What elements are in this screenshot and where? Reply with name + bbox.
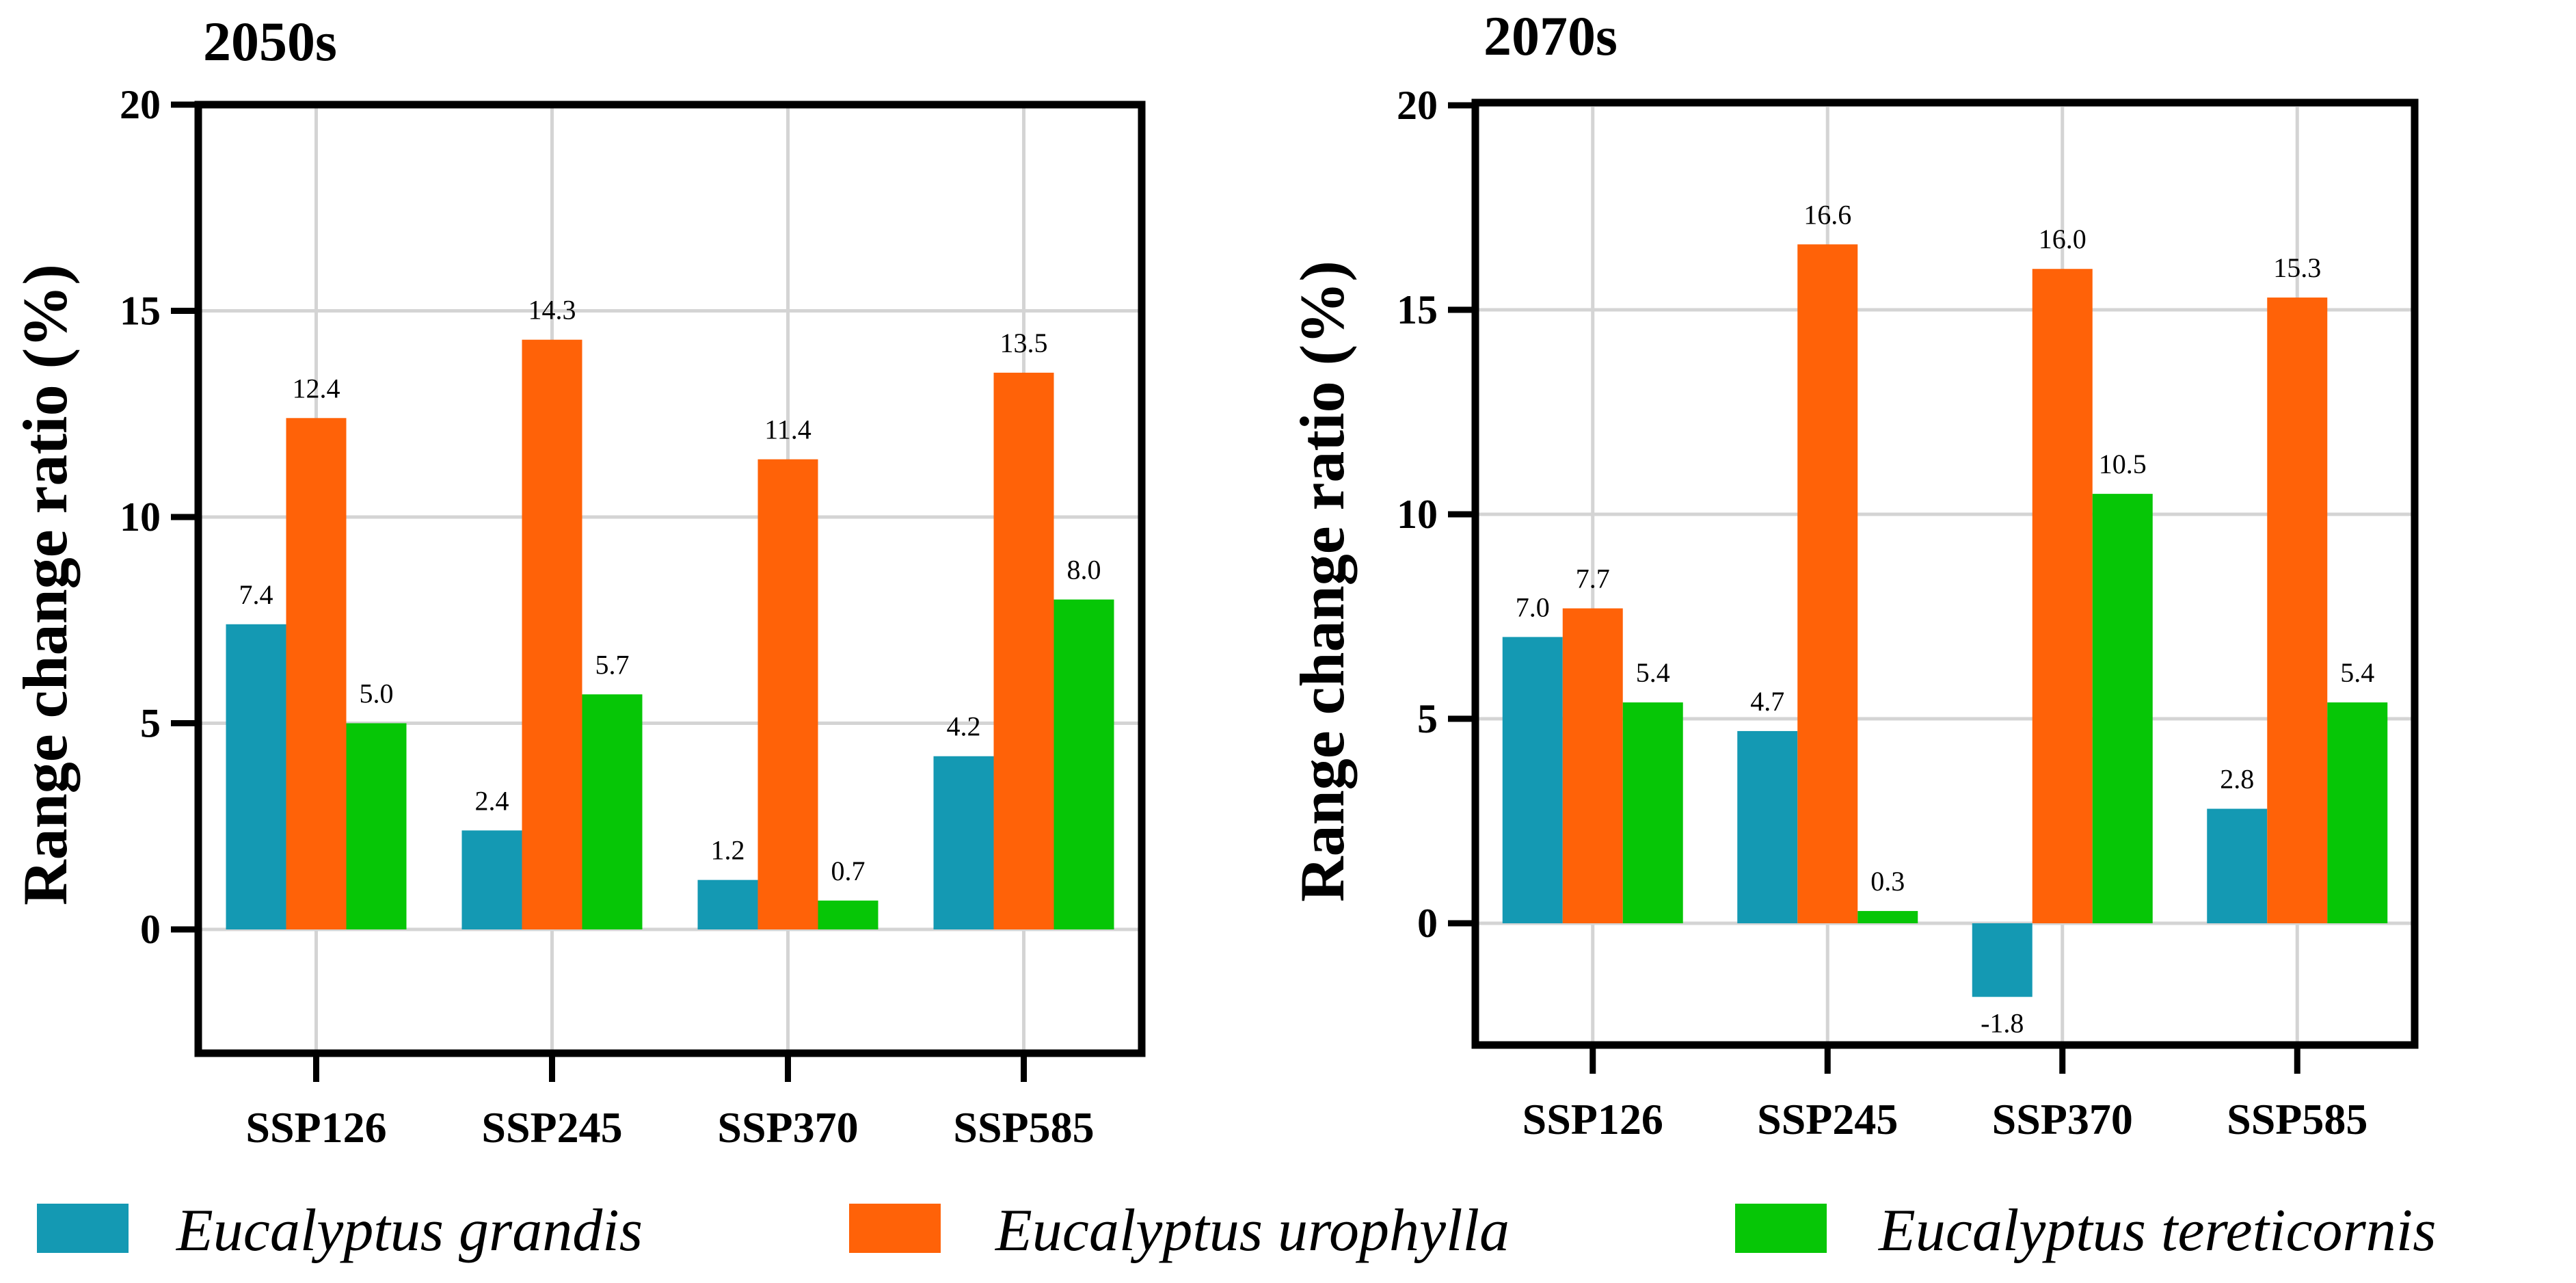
data-label: 4.7: [1750, 686, 1784, 717]
legend: Eucalyptus grandis Eucalyptus urophylla …: [37, 1198, 2436, 1264]
y-tick-label: 10: [1397, 492, 1438, 537]
x-tick-labels: SSP126 SSP245 SSP370 SSP585: [245, 1103, 1094, 1152]
bar: [582, 694, 643, 929]
data-label: 14.3: [528, 295, 576, 326]
bar: [1562, 608, 1623, 923]
legend-label: Eucalyptus urophylla: [994, 1198, 1510, 1264]
data-label: 2.4: [475, 785, 509, 816]
bar: [1502, 637, 1563, 923]
data-label: 2.8: [2220, 764, 2254, 795]
bar: [1857, 911, 1918, 923]
bar: [1972, 923, 2032, 997]
plot-frame: [1471, 98, 2419, 1049]
data-labels: 7.4 12.4 5.0 2.4 14.3 5.7 1.2 11.4 0.7 4.2 13.5 8.0: [239, 295, 1101, 886]
x-tick-label: SSP126: [245, 1103, 386, 1152]
data-label: 5.7: [595, 649, 630, 680]
legend-swatch-tereticornis: [1735, 1204, 1827, 1253]
bar: [2092, 494, 2153, 923]
axis-ticks: [171, 101, 1027, 1082]
y-axis-label: Range change ratio (%): [10, 264, 80, 905]
y-tick-label: 20: [1397, 83, 1438, 128]
y-tick-label: 5: [140, 701, 161, 746]
chart-title: 2050s: [203, 10, 337, 72]
data-label: 7.0: [1516, 592, 1550, 622]
bar: [697, 879, 758, 929]
data-label: 15.3: [2273, 252, 2321, 283]
bar: [1737, 730, 1798, 923]
bar: [2207, 808, 2268, 923]
chart-panel-2050s: 2050s Range change ratio (%) 7.4 12.4 5.0 2…: [10, 10, 1146, 1152]
y-tick-label: 0: [140, 907, 161, 952]
bar: [226, 624, 286, 929]
plot-frame: [194, 101, 1146, 1057]
bar: [1797, 244, 1858, 923]
bar: [757, 459, 818, 929]
x-tick-label: SSP245: [481, 1103, 622, 1152]
data-label: 7.4: [239, 579, 273, 610]
data-label: 0.7: [831, 856, 866, 886]
legend-item: Eucalyptus grandis: [37, 1198, 643, 1264]
legend-item: Eucalyptus tereticornis: [1735, 1198, 2436, 1264]
data-label: 5.4: [1636, 657, 1670, 688]
bar: [2267, 297, 2328, 923]
y-tick-label: 15: [1397, 287, 1438, 332]
data-label: 11.4: [764, 414, 811, 445]
y-tick-label: 0: [1417, 901, 1438, 946]
bar: [993, 372, 1054, 929]
bar: [2032, 269, 2093, 923]
data-label: 8.0: [1067, 555, 1101, 585]
y-tick-label: 15: [120, 289, 161, 334]
bar: [1054, 599, 1114, 929]
chart-panel-2070s: 2070s Range change ratio (%) 7.0 7.7 5.4 4.…: [1287, 5, 2419, 1143]
x-tick-label: SSP370: [1992, 1095, 2133, 1143]
bar: [461, 830, 522, 929]
bar: [2327, 702, 2388, 923]
bar: [522, 339, 582, 930]
data-label: 13.5: [1000, 328, 1048, 358]
x-tick-label: SSP370: [717, 1103, 858, 1152]
data-label: 4.2: [947, 711, 981, 742]
x-tick-label: SSP585: [953, 1103, 1094, 1152]
chart-title: 2070s: [1484, 5, 1618, 67]
data-label: 7.7: [1576, 564, 1610, 594]
y-axis-label: Range change ratio (%): [1287, 261, 1357, 902]
data-label: 16.6: [1803, 199, 1851, 230]
x-tick-labels: SSP126 SSP245 SSP370 SSP585: [1522, 1095, 2368, 1143]
bar: [286, 418, 347, 929]
bars: [1502, 244, 2388, 997]
data-label: -1.8: [1981, 1008, 2024, 1039]
legend-label: Eucalyptus grandis: [175, 1198, 643, 1264]
data-label: 5.0: [360, 678, 394, 709]
legend-label: Eucalyptus tereticornis: [1877, 1198, 2436, 1264]
legend-item: Eucalyptus urophylla: [849, 1198, 1510, 1264]
y-tick-labels: 0 5 10 15 20: [120, 82, 161, 952]
legend-swatch-grandis: [37, 1204, 129, 1253]
axis-ticks: [1448, 102, 2300, 1074]
data-label: 1.2: [711, 835, 745, 866]
y-tick-label: 20: [120, 82, 161, 127]
y-tick-labels: 0 5 10 15 20: [1397, 83, 1438, 946]
data-label: 5.4: [2340, 657, 2374, 688]
bars: [226, 339, 1114, 930]
data-label: 10.5: [2099, 449, 2147, 479]
bar: [346, 723, 407, 929]
y-tick-label: 5: [1417, 696, 1438, 741]
data-label: 0.3: [1870, 866, 1905, 897]
bar: [1622, 702, 1683, 923]
x-tick-label: SSP245: [1757, 1095, 1898, 1143]
x-tick-label: SSP126: [1522, 1095, 1663, 1143]
bar: [818, 900, 878, 929]
data-label: 16.0: [2039, 224, 2087, 254]
data-label: 12.4: [293, 373, 340, 404]
y-tick-label: 10: [120, 494, 161, 540]
x-tick-label: SSP585: [2227, 1095, 2367, 1143]
bar: [933, 756, 994, 929]
legend-swatch-urophylla: [849, 1204, 941, 1253]
data-labels: 7.0 7.7 5.4 4.7 16.6 0.3 -1.8 16.0 10.5 2.8 15.3 5.…: [1516, 199, 2375, 1038]
